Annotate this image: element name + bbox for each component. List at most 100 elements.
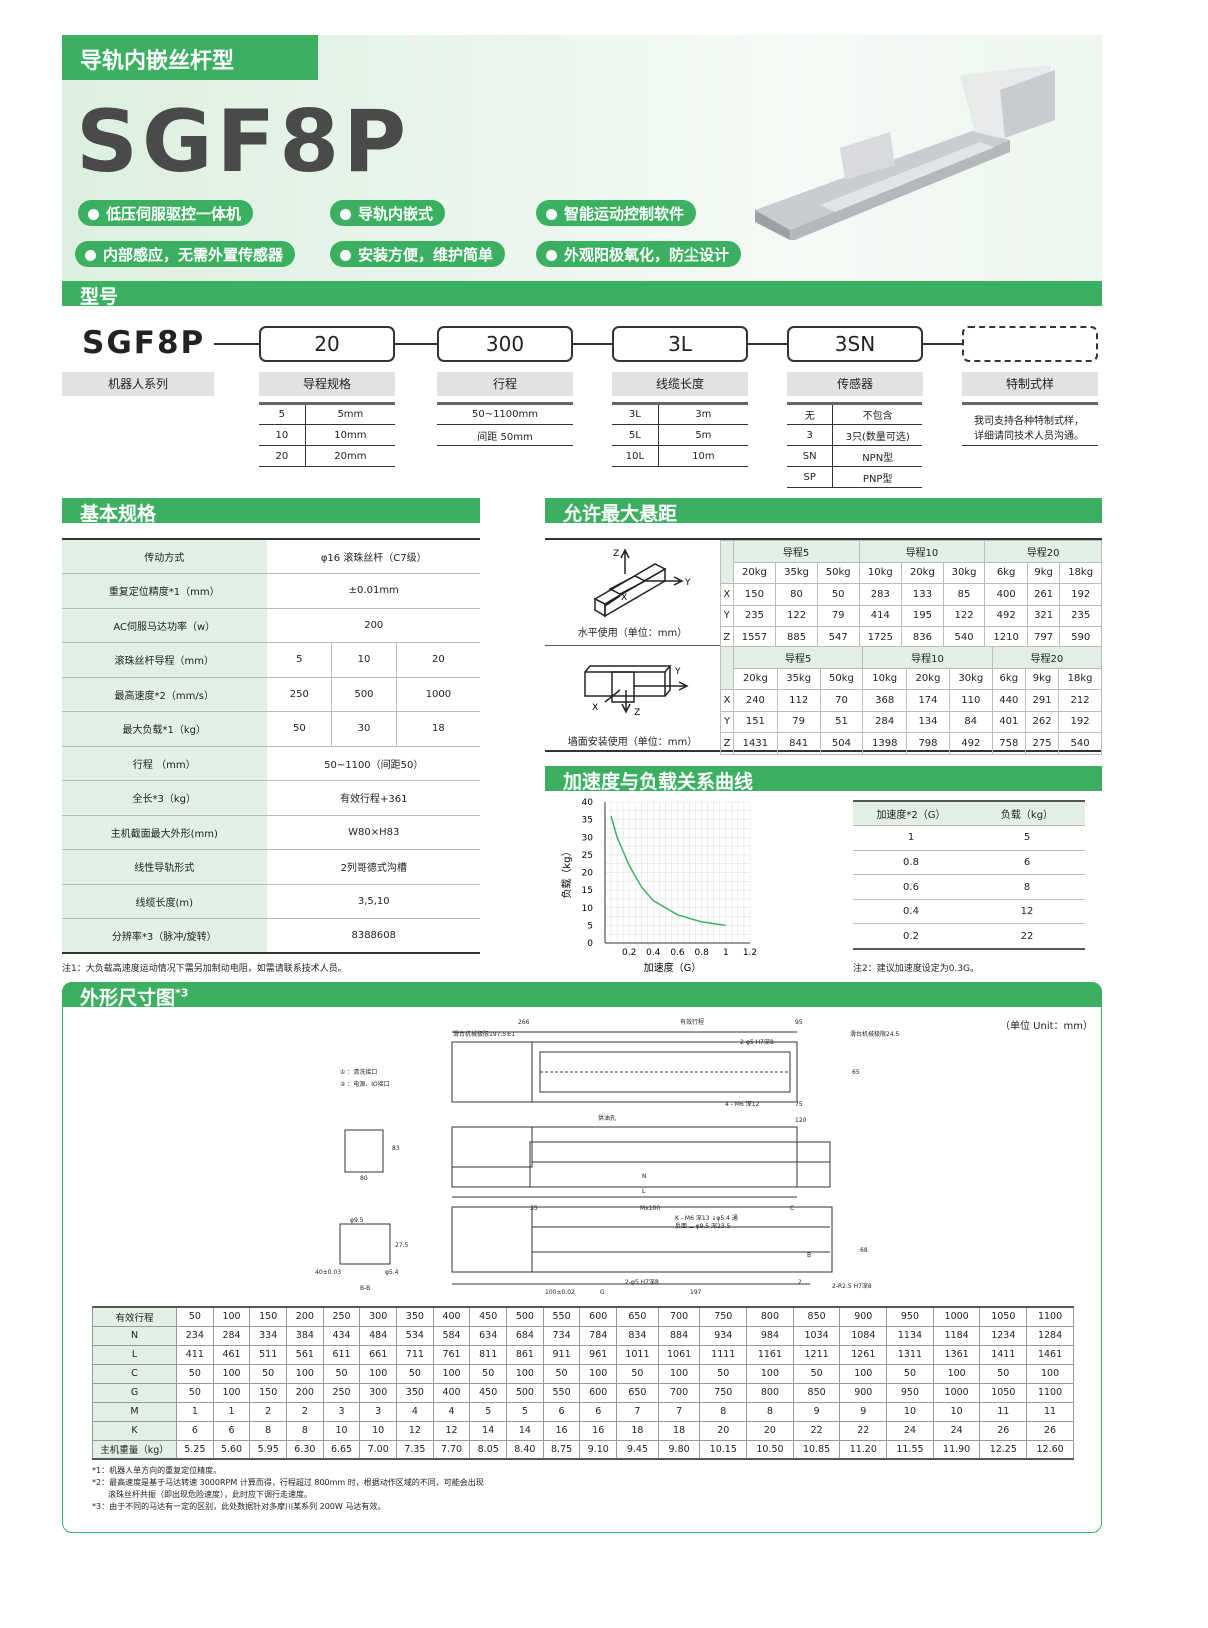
table-cell: 10mm <box>305 424 395 446</box>
y-axis-label: 负载（kg） <box>560 846 573 898</box>
dimension-cell: 12.25 <box>979 1439 1028 1460</box>
dimension-cell: 500 <box>506 1382 544 1403</box>
drawing-label: B-B <box>360 1285 370 1292</box>
table-cell: 5m <box>658 424 748 446</box>
overhang-cell: 262 <box>1024 710 1060 733</box>
wall-label: 墙面安装使用（单位：mm） <box>567 737 698 748</box>
accel-cell: 12 <box>969 899 1085 925</box>
wall-axes-diagram: Y X Z <box>584 665 689 718</box>
load-header: 6kg <box>991 667 1026 690</box>
section-header-spec: 基本规格 <box>62 498 480 525</box>
dimension-cell: 10 <box>322 1420 361 1441</box>
spec-value: 8388608 <box>266 918 480 954</box>
dimension-cell: 4 <box>396 1401 434 1422</box>
model-field-label: 传感器 <box>787 372 923 396</box>
dimension-cell: 22 <box>839 1420 888 1441</box>
dimension-cell: 26 <box>1026 1420 1074 1441</box>
dimension-cell: 9.45 <box>616 1439 659 1460</box>
connector-line <box>395 343 437 345</box>
dimension-cell: N <box>92 1325 177 1346</box>
dimension-cell: 10 <box>932 1401 981 1422</box>
product-image <box>755 65 1055 240</box>
dimension-cell: M <box>92 1401 177 1422</box>
table-cell: NPN型 <box>832 445 922 467</box>
overhang-cell: X <box>720 689 734 712</box>
dimension-cell: 1061 <box>657 1344 701 1365</box>
accel-cell: 0.4 <box>853 899 969 925</box>
dimension-cell: 50 <box>886 1363 934 1384</box>
dimension-cell: 6 <box>212 1420 251 1441</box>
dimension-cell: 284 <box>212 1325 251 1346</box>
overhang-cell: 150 <box>732 583 777 606</box>
section-header-accel: 加速度与负载关系曲线 <box>545 766 1102 793</box>
overhang-cell: 134 <box>906 710 950 733</box>
dimension-cell: 6.65 <box>322 1439 361 1460</box>
dimension-cell: 7.35 <box>396 1439 434 1460</box>
y-tick-label: 10 <box>582 904 594 914</box>
accel-table: 加速度*2（G） 负载（kg） 1 5 0.8 6 0.6 8 0.4 12 0.2 22 <box>853 800 1085 950</box>
dimension-cell: 50 <box>396 1363 434 1384</box>
feature-pill: 内部感应，无需外置传感器 <box>75 241 296 267</box>
drawing-label: B <box>807 1252 811 1259</box>
table-cell: 3m <box>658 403 748 425</box>
dimension-cell: 10.15 <box>699 1439 748 1460</box>
dimension-cell: 200 <box>286 1306 324 1327</box>
dimension-cell: 5.60 <box>212 1439 251 1460</box>
dimension-cell: 234 <box>176 1325 214 1346</box>
dimension-cell: 461 <box>212 1344 251 1365</box>
dimension-cell: 1050 <box>979 1382 1028 1403</box>
overhang-cell: 240 <box>733 689 778 712</box>
overhang-cell: Y <box>720 604 734 627</box>
spec-label: 传动方式 <box>62 539 268 574</box>
spec-row: 全长*3（kg） 有效行程+361 <box>62 780 480 816</box>
spec-value: 3,5,10 <box>266 884 480 919</box>
accel-cell: 负载（kg） <box>969 801 1085 827</box>
stroke-row: 50~1100mm <box>437 403 573 425</box>
overhang-cell: 112 <box>776 689 821 712</box>
load-header: 20kg <box>733 667 778 690</box>
table-cell: 10 <box>259 424 306 446</box>
drawing-label: 100±0.02 <box>545 1289 575 1296</box>
drawing-label: 35 <box>530 1205 538 1212</box>
y-tick-label: 5 <box>587 921 593 931</box>
lead-header: 导程10 <box>862 646 993 669</box>
lead-table: 5 5mm 10 10mm 20 20mm <box>259 402 395 467</box>
lead-row: 5 5mm <box>259 403 395 425</box>
drawing-label: 反面 ⌴ φ9.5 深23.5 <box>675 1222 731 1230</box>
overhang-row: Z 1431 841 504 1398 798 492 758 275 540 <box>720 732 1102 755</box>
load-header: 20kg <box>732 561 777 584</box>
overhang-cell: Z <box>720 732 734 755</box>
accel-load-chart: 0.2 0.4 0.6 0.8 1 1.2 0 5 10 15 20 25 30 35 40 加速度（G） 负载… <box>560 798 757 974</box>
dimension-cell: 1000 <box>932 1382 981 1403</box>
dimension-cell: 6 <box>579 1401 618 1422</box>
dimension-cell: 10.50 <box>746 1439 794 1460</box>
overhang-cell: 151 <box>733 710 778 733</box>
spec-label: 线缆长度(m) <box>62 884 268 919</box>
dimension-cell: 9.80 <box>657 1439 701 1460</box>
dimension-cell: 1111 <box>699 1344 748 1365</box>
dimension-cell: 50 <box>322 1363 361 1384</box>
dimension-cell: 900 <box>839 1382 888 1403</box>
dimension-cell: 784 <box>579 1325 618 1346</box>
drawing-label: 65 <box>852 1069 860 1076</box>
dimension-cell: 100 <box>579 1363 618 1384</box>
drawing-label: 83 <box>392 1145 400 1152</box>
dimension-cell: 550 <box>542 1306 581 1327</box>
spec-value: 200 <box>266 608 480 643</box>
overhang-cell: 235 <box>1059 604 1102 627</box>
svg-text:X: X <box>592 703 598 713</box>
dimension-cell: 7 <box>616 1401 659 1422</box>
dims-title: 外形尺寸图 <box>80 987 176 1009</box>
dimension-cell: 50 <box>176 1306 214 1327</box>
sensor-row: SP PNP型 <box>787 466 922 488</box>
dimension-cell: 750 <box>699 1382 748 1403</box>
dimension-row: K 6 6 8 8 10 10 12 12 14 14 16 16 18 18 20 20 22 22 24 24 26 2… <box>92 1420 1074 1441</box>
dimension-cell: 611 <box>322 1344 361 1365</box>
dimension-cell: 10 <box>359 1420 398 1441</box>
sensor-table: 无不包含 3 3只(数量可选) SN NPN型 SP PNP型 <box>787 402 922 488</box>
dimension-table: 有效行程 50 100 150 200 250 300 350 400 450 500 550 600 6… <box>92 1306 1074 1460</box>
dimension-cell: 1011 <box>616 1344 659 1365</box>
accel-note: 注2：建议加速度设定为0.3G。 <box>853 964 980 974</box>
drawing-label: 266 <box>518 1019 530 1026</box>
dimension-row: G 50 100 150 200 250 300 350 400 450 500 550 600 650 7… <box>92 1382 1074 1403</box>
